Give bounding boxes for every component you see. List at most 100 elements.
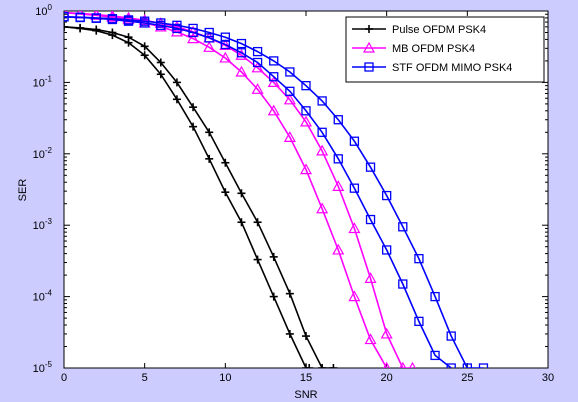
series-line — [64, 16, 452, 368]
square-marker — [269, 56, 279, 66]
square-marker — [140, 18, 150, 28]
triangle-marker — [399, 361, 407, 368]
y-tick-label: 10-1 — [33, 74, 53, 89]
triangle-marker — [380, 327, 393, 339]
square-marker — [188, 27, 198, 38]
triangle-marker — [170, 25, 183, 37]
plus-marker — [92, 26, 101, 35]
square-marker — [252, 46, 263, 57]
y-axis: 100 10-1 10-2 10-3 10-4 10-5 — [33, 3, 548, 375]
triangle-marker — [348, 222, 361, 234]
plus-marker — [221, 188, 230, 197]
square-marker — [382, 190, 392, 201]
square-marker — [285, 86, 295, 96]
triangle-marker — [332, 180, 345, 191]
series-layer — [64, 11, 489, 368]
triangle-marker — [283, 131, 296, 142]
plus-marker — [285, 329, 294, 338]
square-marker — [107, 14, 118, 25]
plus-marker — [302, 332, 310, 341]
square-marker — [91, 13, 101, 23]
square-marker — [64, 12, 69, 22]
square-marker — [430, 291, 440, 302]
square-marker — [204, 27, 214, 38]
square-marker — [430, 350, 440, 361]
square-marker — [236, 48, 247, 58]
square-marker — [269, 72, 279, 82]
x-tick-label: 0 — [61, 372, 67, 384]
triangle-marker — [219, 51, 232, 63]
legend-box — [345, 16, 545, 83]
square-marker — [317, 96, 327, 106]
square-marker — [220, 32, 230, 42]
plus-marker — [318, 364, 327, 368]
triangle-marker — [106, 11, 119, 22]
x-tick-label: 25 — [461, 372, 473, 384]
square-marker — [156, 20, 166, 30]
x-tick-label: 5 — [142, 372, 148, 384]
triangle-marker — [316, 144, 329, 156]
square-marker — [252, 57, 263, 68]
square-marker — [382, 245, 392, 255]
plus-marker — [172, 78, 181, 87]
plus-marker — [253, 218, 262, 227]
plus-marker — [253, 255, 262, 264]
triangle-marker — [409, 361, 416, 368]
series-line — [64, 11, 388, 368]
plus-marker — [156, 58, 165, 67]
triangle-marker — [251, 83, 264, 94]
square-marker — [317, 127, 327, 137]
plus-marker — [205, 128, 214, 137]
plus-marker — [305, 364, 314, 368]
plus-marker — [172, 95, 181, 104]
plus-marker — [221, 158, 230, 167]
triangle-marker — [267, 76, 280, 88]
square-marker — [123, 16, 134, 26]
triangle-marker — [219, 39, 232, 50]
legend: Pulse OFDM PSK4 MB OFDM PSK4 STF OFDM MIMO… — [345, 16, 545, 83]
plus-marker — [140, 51, 149, 60]
y-axis-label: SER — [17, 179, 29, 202]
square-marker — [446, 331, 456, 341]
y-tick-label: 10-2 — [33, 146, 53, 161]
plus-marker — [76, 24, 85, 33]
x-tick-label: 30 — [542, 372, 554, 384]
square-marker — [236, 38, 247, 49]
triangle-marker — [364, 333, 377, 345]
plus-marker — [64, 22, 68, 31]
triangle-marker — [203, 41, 216, 52]
series-2 — [64, 22, 314, 368]
triangle-marker — [138, 14, 151, 25]
plus-marker — [189, 122, 198, 131]
triangle-marker — [364, 272, 377, 283]
square-marker — [462, 363, 472, 368]
y-tick-label: 10-3 — [33, 217, 53, 232]
triangle-marker — [332, 243, 345, 255]
plus-marker — [205, 154, 214, 163]
triangle-marker — [64, 11, 71, 18]
square-marker — [285, 67, 295, 77]
legend-label: STF OFDM MIMO PSK4 — [392, 62, 512, 74]
triangle-marker — [283, 93, 296, 105]
plus-marker — [156, 70, 165, 79]
x-tick-label: 20 — [381, 372, 393, 384]
plus-marker — [329, 364, 338, 368]
square-marker — [301, 81, 311, 91]
y-tick-label: 10-5 — [33, 360, 53, 375]
square-marker — [365, 214, 376, 225]
triangle-marker — [362, 41, 376, 53]
plus-marker — [189, 103, 198, 112]
square-marker — [398, 222, 408, 232]
y-tick-label: 100 — [35, 3, 52, 18]
y-tick-label: 10-4 — [33, 289, 53, 304]
square-marker — [204, 33, 214, 43]
square-marker — [349, 136, 360, 146]
plus-marker — [237, 218, 246, 227]
plus-marker — [108, 31, 117, 40]
square-marker — [398, 279, 408, 289]
square-marker — [349, 183, 360, 193]
square-marker — [414, 316, 424, 327]
square-marker — [333, 115, 343, 125]
square-marker — [301, 106, 311, 116]
